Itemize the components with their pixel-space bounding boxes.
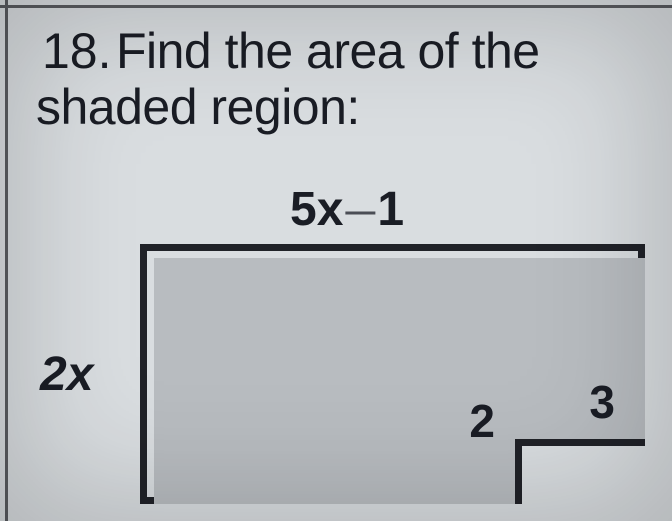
width-term-left: 5x — [290, 183, 343, 236]
minus-sign: — — [343, 195, 377, 228]
question-text: 18. Find the area of the shaded region: — [42, 22, 642, 136]
shaded-region-diagram: 5x—1 2x 2 3 — [40, 182, 660, 512]
ruled-line-left — [5, 0, 8, 521]
width-term-right: 1 — [377, 183, 404, 236]
ruled-line-top — [0, 5, 672, 8]
rect-width-label: 5x—1 — [290, 182, 404, 237]
shaded-region: 2 3 — [154, 258, 645, 504]
question-number: 18. — [42, 23, 112, 79]
cutout-height-label: 3 — [589, 375, 615, 429]
question-line-2: shaded region: — [36, 78, 642, 136]
rect-height-label: 2x — [40, 347, 93, 402]
cutout-rectangle — [515, 439, 645, 504]
cutout-width-label: 2 — [469, 394, 495, 448]
question-line-1: Find the area of the — [116, 23, 540, 79]
outer-rectangle: 2 3 — [140, 244, 645, 504]
